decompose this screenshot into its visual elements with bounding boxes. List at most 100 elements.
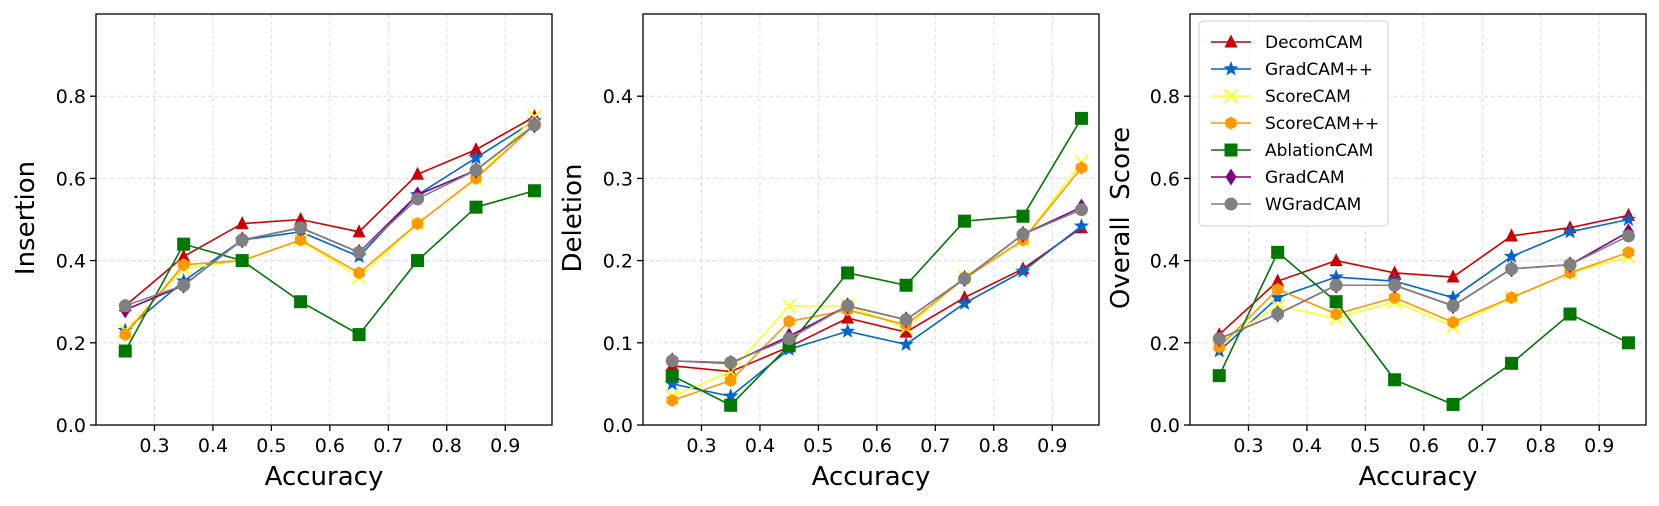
data-point [1073,218,1090,233]
series-line [671,167,1083,402]
legend-marker [1223,88,1239,104]
legend-item: ScoreCAM [1211,87,1351,107]
panel-deletion-ytick-label: 0.4 [603,86,633,108]
data-point [841,266,855,280]
panel-overall-score: Accuracy Overall Score 0.3 0.4 0.5 0.6 0.7 0.… [1106,13,1647,492]
data-point [1388,373,1402,387]
data-point [1074,111,1088,125]
data-point [1212,332,1226,346]
data-point [1505,262,1519,276]
data-point [1445,289,1461,305]
data-point [1562,223,1578,239]
panel-insertion-ytick-label: 0.4 [56,251,86,273]
data-point [1388,265,1402,279]
series-line [1218,235,1629,340]
panel-overall-xtick-label: 0.9 [1584,435,1614,457]
data-point [781,298,797,314]
data-point [1330,307,1342,321]
legend-label: AblationCAM [1265,141,1373,161]
data-point [1503,248,1520,263]
panel-overall-ylabel: Overall Score [1106,127,1136,309]
data-point [352,328,366,342]
data-point [1505,228,1519,242]
panel-insertion-series-wgradcam [118,118,541,313]
series-line [672,225,1082,398]
data-point [294,295,308,309]
panel-deletion-xtick-label: 0.9 [1037,435,1067,457]
panel-deletion-ytick-label: 0.2 [603,251,633,273]
panel-deletion-xtick-label: 0.7 [920,435,950,457]
series-line [671,117,1083,407]
data-point [665,354,679,368]
panel-overall-ytick-label: 0.6 [1150,168,1180,190]
data-point [1446,269,1460,283]
legend-item: GradCAM [1211,168,1345,188]
panel-insertion-ytick-label: 0.6 [56,168,86,190]
data-point [1388,278,1402,292]
data-point [411,166,425,180]
data-point [725,374,737,388]
data-point [469,200,483,214]
legend-label: ScoreCAM [1265,87,1351,107]
panel-insertion-xtick-label: 0.3 [139,435,169,457]
data-point [723,388,739,403]
data-point [177,278,191,292]
data-point [1016,209,1030,223]
data-point [411,217,424,231]
data-point [235,254,249,268]
legend: DecomCAM GradCAM++ ScoreCAM ScoreCAM++ Ablat… [1198,20,1389,227]
legend-item: ScoreCAM++ [1211,114,1379,134]
data-point [1329,295,1343,309]
data-point [118,344,132,358]
panel-overall-xtick-label: 0.8 [1526,435,1556,457]
data-point [1621,229,1635,243]
data-point [178,258,190,272]
data-point [411,192,425,206]
data-point [1074,203,1088,217]
panel-insertion-xtick-label: 0.7 [373,435,403,457]
panel-insertion-grid [96,14,552,426]
data-point [724,398,738,412]
data-point [958,272,972,286]
panel-insertion-xtick-label: 0.6 [315,435,345,457]
data-point [958,214,972,228]
data-point [118,299,132,313]
legend-box [1198,20,1389,227]
data-point [119,328,131,342]
legend-item: WGradCAM [1211,195,1361,215]
data-point [1271,245,1285,259]
series-line [672,208,1082,364]
series-line [1218,251,1629,348]
panel-deletion-xtick-label: 0.6 [862,435,892,457]
series-line [124,189,535,352]
panel-insertion-ytick-label: 0.2 [56,333,86,355]
data-point [841,299,855,313]
data-point [294,212,308,225]
panel-insertion: Accuracy Insertion 0.3 0.4 0.5 0.6 0.7 0.8 0.9… [11,13,553,492]
legend-marker [1224,197,1238,211]
data-point [899,278,913,292]
data-point [177,248,191,262]
data-point [1270,289,1286,305]
panel-insertion-xtick-label: 0.5 [256,435,286,457]
panel-deletion-xlabel: Accuracy [812,462,931,492]
panel-deletion-ytick-label: 0.1 [603,333,633,355]
data-point [469,142,483,156]
panel-insertion-ytick-label: 0.0 [56,415,86,437]
data-point [783,314,795,328]
data-point [1447,315,1459,329]
legend-marker [1223,61,1239,76]
data-point [1212,369,1226,383]
data-point [1622,245,1635,259]
legend-item: AblationCAM [1211,141,1373,161]
legend-label: GradCAM++ [1265,60,1373,80]
data-point [527,118,541,132]
data-point [1388,291,1401,305]
panel-overall-series-wgradcam [1212,229,1635,346]
data-point [468,149,484,165]
data-point [1505,291,1518,305]
panel-deletion-frame [642,13,1100,426]
panel-deletion-xtick-label: 0.3 [686,435,716,457]
data-point [352,245,366,259]
